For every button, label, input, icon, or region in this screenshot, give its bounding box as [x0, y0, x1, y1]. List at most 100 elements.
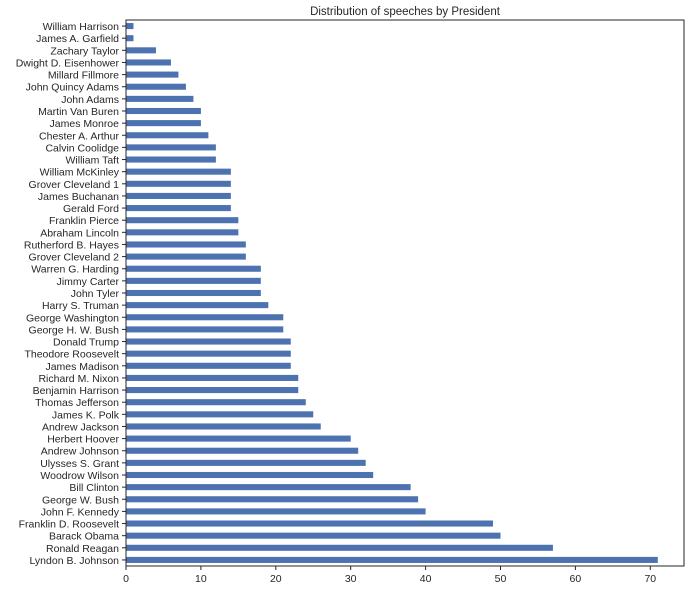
bar-abraham-lincoln: [126, 229, 239, 236]
bar-james-buchanan: [126, 192, 231, 199]
bar-chester-a-arthur: [126, 132, 209, 139]
bar-rutherford-b-hayes: [126, 241, 246, 248]
y-tick-label: John Adams: [61, 94, 119, 106]
y-tick-label: Abraham Lincoln: [40, 227, 119, 239]
bar-franklin-pierce: [126, 217, 239, 224]
y-tick-label: Thomas Jefferson: [35, 397, 119, 409]
bar-gerald-ford: [126, 205, 231, 212]
bar-calvin-coolidge: [126, 144, 216, 151]
bar-franklin-d-roosevelt: [126, 520, 494, 527]
y-tick-label: John Tyler: [71, 288, 120, 300]
y-tick-label: Herbert Hoover: [47, 434, 119, 446]
x-tick-label: 50: [495, 573, 507, 585]
y-tick-label: James K. Polk: [52, 409, 120, 421]
y-tick-label: George H. W. Bush: [29, 324, 120, 336]
bar-ulysses-s-grant: [126, 459, 366, 466]
bar-lyndon-b-johnson: [126, 556, 658, 563]
y-tick-label: Barack Obama: [49, 531, 119, 543]
y-tick-label: James Madison: [45, 361, 119, 373]
x-axis-ticks: 0 10 20 30 40 50 60 70: [123, 566, 656, 585]
bar-benjamin-harrison: [126, 387, 299, 394]
bar-bill-clinton: [126, 484, 411, 491]
plot-frame: [125, 19, 685, 567]
bar-william-mckinley: [126, 168, 231, 175]
y-tick-label: Ronald Reagan: [46, 543, 119, 555]
bar-thomas-jefferson: [126, 399, 306, 406]
x-tick-label: 10: [195, 573, 207, 585]
bar-millard-fillmore: [126, 71, 179, 78]
x-tick-label: 40: [420, 573, 432, 585]
y-tick-label: Theodore Roosevelt: [24, 349, 119, 361]
bar-donald-trump: [126, 338, 291, 345]
bar-grover-cleveland-1: [126, 180, 231, 187]
y-tick-label: Bill Clinton: [69, 482, 119, 494]
y-tick-label: Rutherford B. Hayes: [24, 239, 119, 251]
bar-james-k-polk: [126, 411, 314, 418]
y-tick-label: Ulysses S. Grant: [40, 458, 119, 470]
x-tick-label: 0: [123, 573, 129, 585]
bar-john-f-kennedy: [126, 508, 426, 515]
y-tick-label: George W. Bush: [42, 494, 119, 506]
y-tick-label: Jimmy Carter: [57, 276, 120, 288]
y-tick-label: Dwight D. Eisenhower: [16, 57, 120, 69]
y-tick-label: Richard M. Nixon: [38, 373, 119, 385]
bar-theodore-roosevelt: [126, 350, 291, 357]
y-tick-label: Chester A. Arthur: [39, 130, 119, 142]
y-tick-label: Grover Cleveland 1: [29, 179, 120, 191]
y-tick-label: William McKinley: [40, 167, 120, 179]
bar-james-a-garfield: [126, 35, 134, 42]
bar-woodrow-wilson: [126, 471, 374, 479]
bars-group: [126, 23, 658, 563]
bar-andrew-johnson: [126, 447, 359, 454]
chart-title: Distribution of speeches by President: [310, 6, 501, 18]
y-tick-label: James Monroe: [50, 118, 120, 130]
bar-john-tyler: [126, 289, 261, 297]
bar-jimmy-carter: [126, 277, 261, 284]
y-tick-label: Franklin D. Roosevelt: [19, 519, 119, 531]
y-tick-label: John Quincy Adams: [26, 82, 119, 94]
bar-william-taft: [126, 156, 216, 163]
bar-george-w-bush: [126, 496, 419, 503]
y-tick-label: Woodrow Wilson: [40, 470, 119, 482]
bar-warren-g-harding: [126, 265, 261, 272]
bar-harry-s-truman: [126, 302, 269, 309]
bar-dwight-d-eisenhower: [126, 59, 171, 66]
bar-martin-van-buren: [126, 107, 201, 115]
bar-george-washington: [126, 314, 284, 321]
bar-richard-m-nixon: [126, 374, 299, 381]
y-tick-label: Calvin Coolidge: [45, 142, 119, 154]
y-tick-label: William Taft: [66, 155, 120, 167]
y-tick-label: John F. Kennedy: [41, 506, 120, 518]
bar-andrew-jackson: [126, 423, 321, 430]
bar-grover-cleveland-2: [126, 253, 246, 260]
bar-george-h-w-bush: [126, 326, 284, 333]
y-tick-label: Lyndon B. Johnson: [29, 555, 119, 567]
y-tick-label: James A. Garfield: [36, 33, 119, 45]
bar-john-quincy-adams: [126, 83, 186, 90]
y-tick-label: Andrew Johnson: [41, 446, 119, 458]
y-tick-label: Harry S. Truman: [42, 300, 119, 312]
y-tick-label: Warren G. Harding: [31, 264, 119, 276]
y-tick-label: Benjamin Harrison: [33, 385, 120, 397]
bar-herbert-hoover: [126, 435, 351, 442]
x-tick-label: 20: [270, 573, 282, 585]
y-tick-label: Gerald Ford: [63, 203, 119, 215]
y-tick-label: William Harrison: [43, 21, 120, 33]
bar-william-harrison: [126, 23, 134, 30]
y-tick-label: Franklin Pierce: [49, 215, 119, 227]
y-tick-label: Andrew Jackson: [42, 421, 119, 433]
bar-james-monroe: [126, 120, 201, 127]
y-tick-label: Grover Cleveland 2: [29, 252, 120, 264]
x-tick-label: 60: [570, 573, 582, 585]
bar-zachary-taylor: [126, 47, 156, 54]
bar-john-adams: [126, 95, 194, 102]
bar-james-madison: [126, 362, 291, 369]
y-tick-label: Millard Fillmore: [48, 70, 119, 82]
bar-ronald-reagan: [126, 544, 553, 551]
bar-barack-obama: [126, 532, 501, 539]
y-tick-label: Martin Van Buren: [38, 106, 119, 118]
y-tick-label: Zachary Taylor: [50, 45, 119, 57]
